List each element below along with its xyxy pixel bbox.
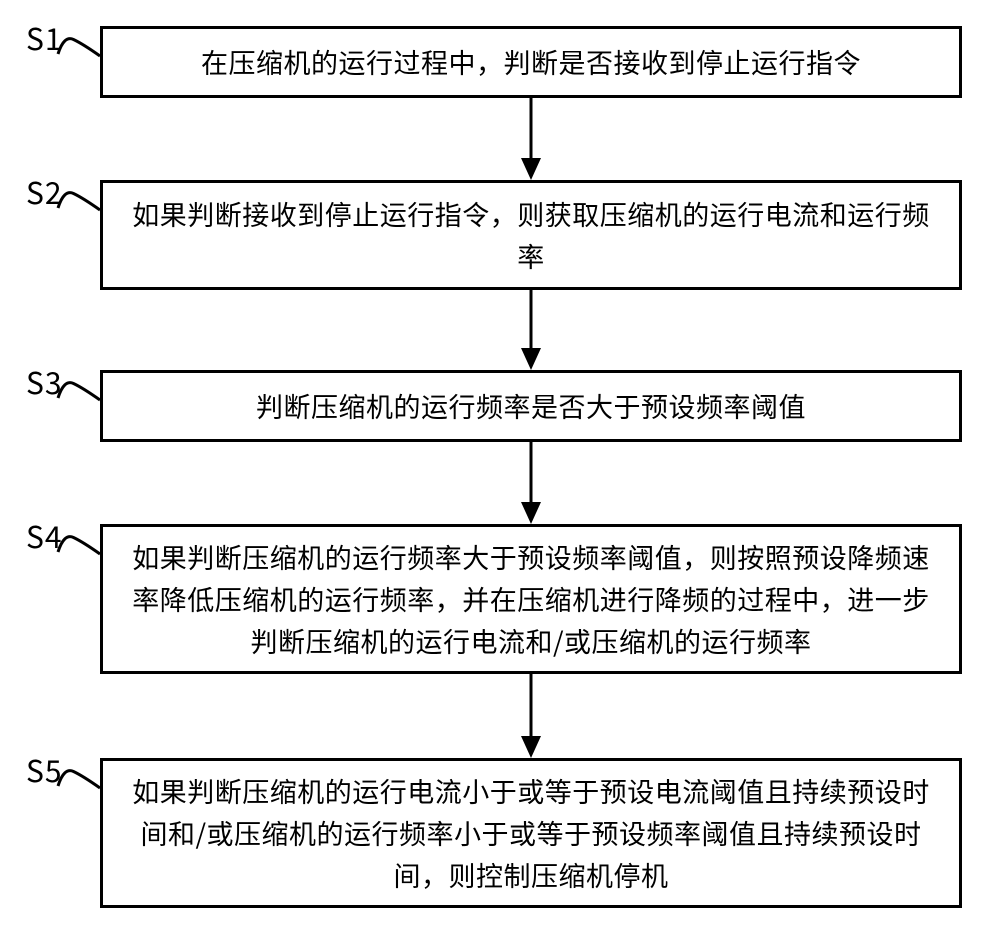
flowchart-step-s4: 如果判断压缩机的运行频率大于预设频率阈值，则按照预设降频速率降低压缩机的运行频率… [100, 524, 962, 674]
step-text-s5: 如果判断压缩机的运行电流小于或等于预设电流阈值且持续预设时间和/或压缩机的运行频… [131, 770, 931, 896]
step-text-s2: 如果判断接收到停止运行指令，则获取压缩机的运行电流和运行频率 [131, 193, 931, 277]
step-label-s2: S2 [26, 176, 63, 206]
step-text-s1: 在压缩机的运行过程中，判断是否接收到停止运行指令 [201, 41, 861, 83]
step-label-s3: S3 [26, 366, 63, 396]
step-label-s1: S1 [26, 22, 63, 52]
step-label-s5: S5 [26, 754, 63, 784]
step-label-s4: S4 [26, 520, 63, 550]
step-text-s4: 如果判断压缩机的运行频率大于预设频率阈值，则按照预设降频速率降低压缩机的运行频率… [131, 536, 931, 662]
flowchart-step-s1: 在压缩机的运行过程中，判断是否接收到停止运行指令 [100, 26, 962, 98]
step-text-s3: 判断压缩机的运行频率是否大于预设频率阈值 [256, 385, 806, 427]
flowchart-step-s3: 判断压缩机的运行频率是否大于预设频率阈值 [100, 370, 962, 442]
flowchart-step-s5: 如果判断压缩机的运行电流小于或等于预设电流阈值且持续预设时间和/或压缩机的运行频… [100, 758, 962, 908]
flowchart-step-s2: 如果判断接收到停止运行指令，则获取压缩机的运行电流和运行频率 [100, 180, 962, 290]
